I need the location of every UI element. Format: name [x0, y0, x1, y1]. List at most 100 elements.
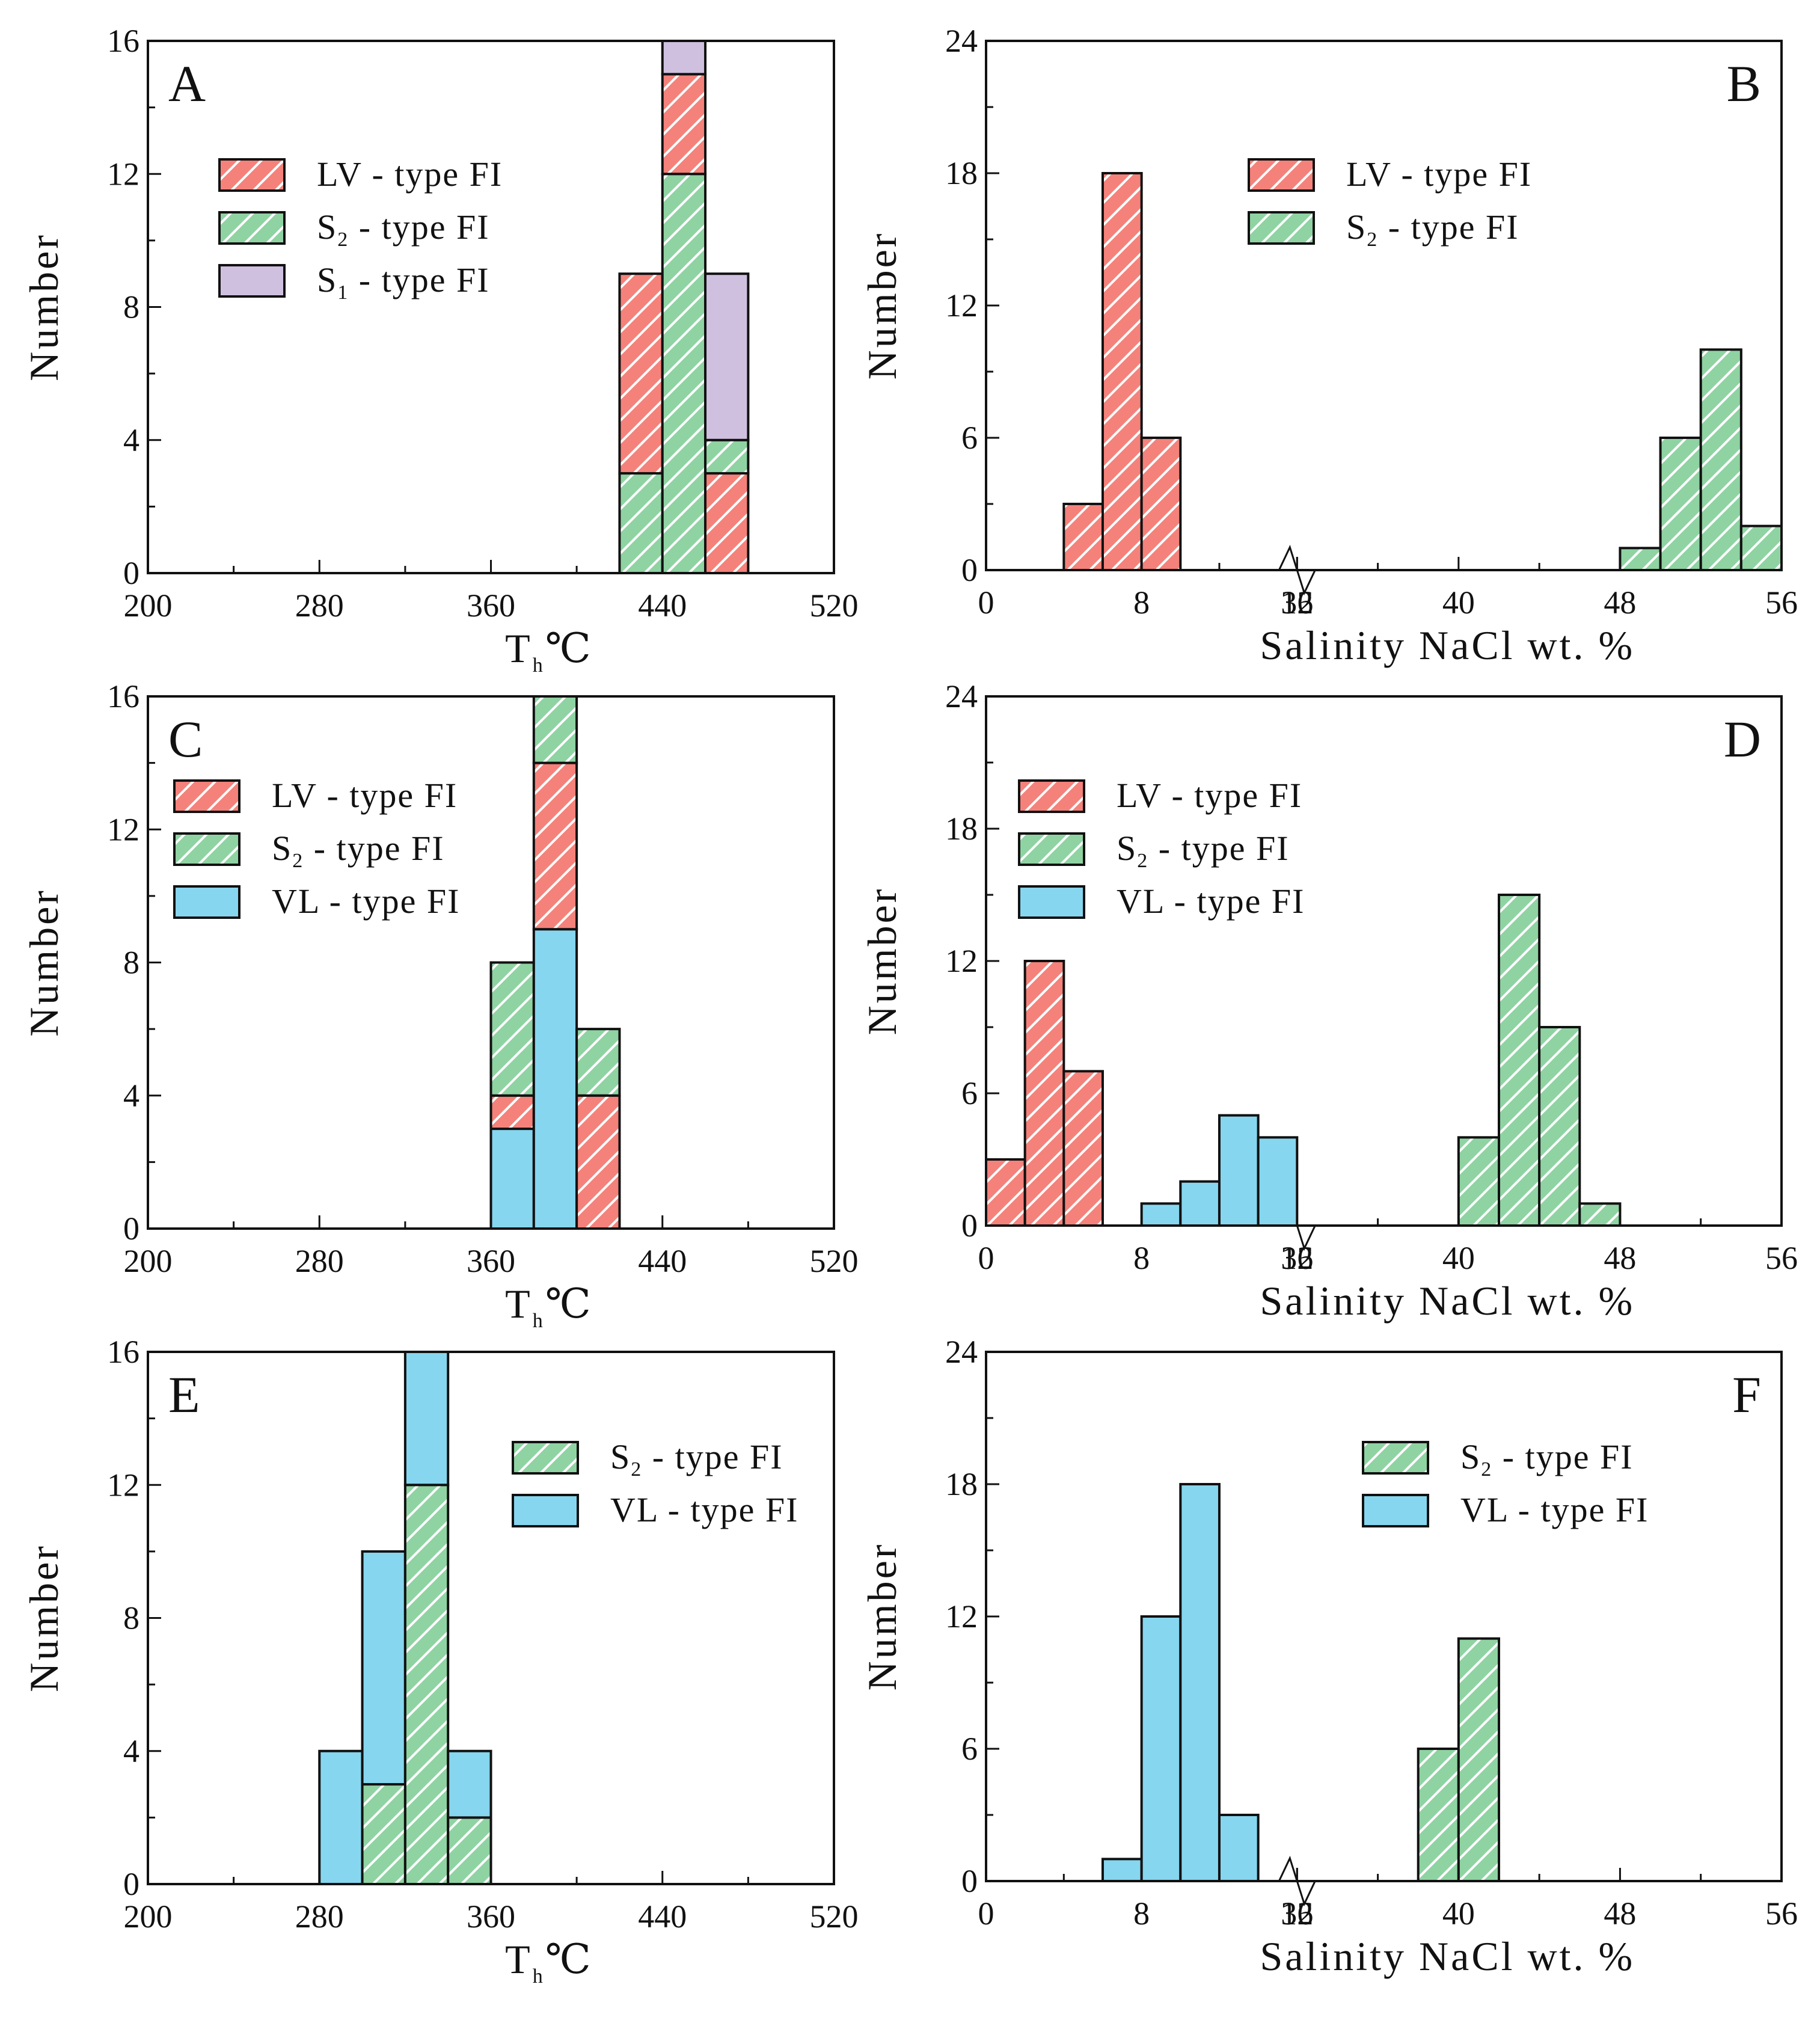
x-tick-label: 0 — [978, 585, 994, 621]
legend-swatch — [1019, 886, 1084, 918]
legend-entry-s2: S2 - type FI — [173, 829, 444, 872]
y-tick-label: 16 — [107, 23, 139, 59]
bar-hatch — [619, 473, 663, 573]
legend-swatch-outline — [173, 779, 241, 813]
y-tick-label: 12 — [945, 1598, 978, 1635]
x-tick-label: 48 — [1604, 1896, 1636, 1932]
legend-swatch-outline — [512, 1494, 579, 1527]
x-tick-label: 0 — [978, 1896, 994, 1932]
bar-hatch — [662, 174, 706, 573]
axis-title-sub: h — [533, 654, 545, 677]
bar-outline — [403, 1351, 450, 1487]
bar-segment-s2 — [575, 1028, 621, 1097]
axis-title-main: T — [505, 625, 533, 671]
legend-label-sub: 2 — [1481, 1458, 1492, 1481]
legend-label-main: VL - type FI — [1460, 1490, 1649, 1529]
y-tick-label: 8 — [123, 945, 139, 981]
x-tick-label: 440 — [638, 1243, 687, 1279]
y-axis-title: Number — [21, 233, 67, 381]
bar-fill — [405, 1352, 449, 1485]
y-tick-label: 8 — [123, 1600, 139, 1636]
legend-swatch-hatch — [1019, 833, 1084, 865]
legend-swatch-outline — [173, 832, 241, 866]
legend-swatch-outline — [218, 211, 286, 245]
x-tick-label: 40 — [1442, 585, 1475, 621]
y-tick-label: 16 — [107, 678, 139, 714]
legend-label: S1 - type FI — [317, 260, 490, 304]
legend-entry-s2: S2 - type FI — [1362, 1437, 1633, 1481]
bar-segment-vl — [1179, 1483, 1221, 1882]
legend-label-main: S — [317, 207, 337, 247]
axis-title-main: T — [505, 1281, 533, 1327]
x-tick-label: 16 — [1281, 1896, 1313, 1932]
legend-label: VL - type FI — [1460, 1490, 1649, 1529]
legend-label-main: S — [272, 829, 292, 868]
bar-segment-lv — [661, 73, 707, 176]
plot-frame — [985, 695, 1783, 1227]
y-axis-title: Number — [859, 1543, 905, 1691]
bar-outline — [1699, 348, 1742, 571]
axis-title-unit: ℃ — [545, 1281, 593, 1327]
legend-label-rest: - type FI — [1492, 1437, 1633, 1476]
axis-title-sub: h — [533, 1965, 545, 1988]
bar-segment-vl — [1140, 1615, 1182, 1882]
bar-segment-vl — [532, 928, 578, 1230]
y-tick-label: 16 — [107, 1334, 139, 1370]
panel-e: 0 4 8 12 16 200 280 360 440 520 E Number Th℃ S2 - typ… — [21, 1334, 859, 1988]
y-tick-label: 6 — [961, 1075, 978, 1111]
bar-segment-lv — [1140, 437, 1182, 571]
panel-c: 0 4 8 12 16 200 280 360 440 520 C Number Th℃ LV - typ… — [21, 678, 859, 1332]
legend-label-main: VL - type FI — [1117, 882, 1305, 921]
legend-label-sub: 2 — [292, 850, 304, 872]
bar-segment-vl — [1218, 1814, 1260, 1882]
legend-label-main: LV - type FI — [1117, 776, 1302, 815]
x-tick-label: 32 — [1281, 585, 1313, 621]
bar-hatch — [986, 1159, 1025, 1226]
bar-hatch — [448, 1817, 491, 1884]
x-tick-label: 360 — [467, 1899, 515, 1935]
x-tick-label: 280 — [295, 1899, 344, 1935]
x-tick-label: 440 — [638, 1899, 687, 1935]
bar-segment-vl — [361, 1550, 406, 1786]
legend-entry-vl: VL - type FI — [173, 882, 459, 921]
bar-segment-lv — [1062, 503, 1104, 571]
legend: S2 - type FI VL - type FI — [512, 1437, 797, 1529]
bar-segment-s2 — [1417, 1748, 1460, 1882]
x-tick-label: 8 — [1133, 1896, 1150, 1932]
x-axis-title: Th℃ — [505, 1936, 593, 1988]
x-tick-label: 200 — [124, 1243, 173, 1279]
x-tick-label: 40 — [1442, 1240, 1475, 1276]
legend-swatch-outline — [218, 264, 286, 298]
legend-label: S2 - type FI — [1117, 829, 1290, 872]
bar-fill — [1102, 1859, 1142, 1881]
legend-label-rest: - type FI — [1148, 829, 1289, 868]
bar-outline — [1739, 524, 1783, 572]
panel-letter: D — [1724, 710, 1761, 768]
bar-outline — [532, 695, 578, 764]
y-tick-label: 0 — [123, 1866, 139, 1902]
legend: LV - type FI S2 - type FI — [1248, 155, 1531, 251]
axis-title-unit: ℃ — [545, 625, 593, 671]
x-tick-label: 56 — [1765, 585, 1798, 621]
legend-entry-vl: VL - type FI — [1362, 1490, 1649, 1529]
y-tick-label: 4 — [123, 1733, 139, 1769]
y-tick-label: 18 — [945, 155, 978, 191]
bar-outline — [447, 1749, 492, 1819]
legend-label-rest: - type FI — [304, 829, 444, 868]
bar-fill — [1219, 1815, 1258, 1881]
bar-segment-vl — [318, 1749, 364, 1885]
x-tick-label: 520 — [810, 1243, 859, 1279]
x-tick-label: 520 — [810, 1899, 859, 1935]
panel-letter: C — [168, 710, 203, 768]
axis-break-baseline — [986, 1200, 1782, 1251]
x-tick-label: 8 — [1133, 585, 1150, 621]
y-tick-label: 18 — [945, 811, 978, 847]
bar-fill — [1141, 1203, 1181, 1226]
y-tick-label: 0 — [961, 1208, 978, 1244]
legend-swatch — [219, 265, 284, 296]
axis-title-sub: h — [533, 1310, 545, 1332]
bar-hatch — [405, 1485, 449, 1884]
